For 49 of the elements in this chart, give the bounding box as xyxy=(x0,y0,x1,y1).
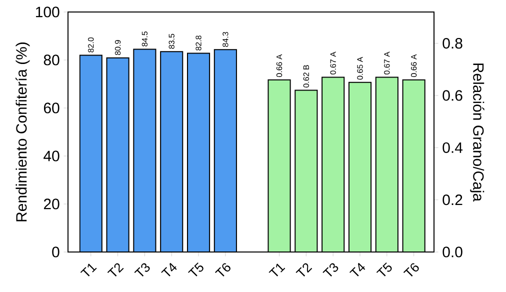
x-tick-label: T6 xyxy=(215,263,230,276)
x-tick-label: T5 xyxy=(376,262,392,276)
data-label: 0.67 A xyxy=(384,52,390,74)
y2-tick-label: 0.8 xyxy=(442,38,462,49)
data-label: 84.5 xyxy=(142,31,148,46)
bar xyxy=(106,57,130,252)
x-tick-label: T6 xyxy=(403,263,419,276)
x-tick-label: T1 xyxy=(268,264,286,276)
y-axis-title: Rendimiento Confitería (%) xyxy=(16,42,30,222)
y-tick-label: 60 xyxy=(44,102,60,114)
y2-tick-label: 0.4 xyxy=(442,142,463,153)
y2-axis-title: Relación Grano/Caja xyxy=(470,64,484,202)
bar xyxy=(79,54,102,252)
bar xyxy=(160,51,184,252)
data-label: 0.66 A xyxy=(276,54,282,78)
bar xyxy=(322,77,344,252)
data-label: 0.65 A xyxy=(357,56,363,80)
data-label: 0.66 A xyxy=(410,54,417,78)
y-tick-label: 20 xyxy=(44,198,60,210)
bar xyxy=(214,49,237,252)
y-tick-label: 40 xyxy=(44,150,60,162)
data-label: 82.8 xyxy=(196,36,202,50)
data-label: 0.62 B xyxy=(303,65,310,88)
bar xyxy=(268,80,290,252)
data-label: 82.0 xyxy=(88,37,94,52)
y-tick-label: 80 xyxy=(44,54,60,66)
x-tick-label: T1 xyxy=(80,264,97,276)
data-label: 84.3 xyxy=(222,32,228,47)
y2-tick-label: 0.6 xyxy=(442,90,462,101)
y-tick-label: 100 xyxy=(36,6,60,18)
x-tick-label: T4 xyxy=(349,262,366,276)
x-tick-label: T5 xyxy=(188,262,204,276)
bar xyxy=(376,77,398,252)
bar xyxy=(133,48,156,252)
y-tick-label: 0 xyxy=(52,246,60,258)
x-tick-label: T4 xyxy=(161,262,177,276)
x-tick-label: T3 xyxy=(322,263,338,276)
x-tick-label: T2 xyxy=(296,263,312,276)
data-label: 80.9 xyxy=(114,40,121,55)
bar xyxy=(348,82,372,252)
data-label: 83.5 xyxy=(168,34,174,49)
bar xyxy=(402,79,426,252)
data-label: 0.67 A xyxy=(330,52,336,74)
x-tick-label: T2 xyxy=(107,263,124,276)
y2-tick-label: 0.0 xyxy=(442,246,462,258)
y2-tick-label: 0.2 xyxy=(442,194,462,206)
bar xyxy=(295,90,318,252)
x-tick-label: T3 xyxy=(134,263,150,276)
bar xyxy=(186,52,210,252)
